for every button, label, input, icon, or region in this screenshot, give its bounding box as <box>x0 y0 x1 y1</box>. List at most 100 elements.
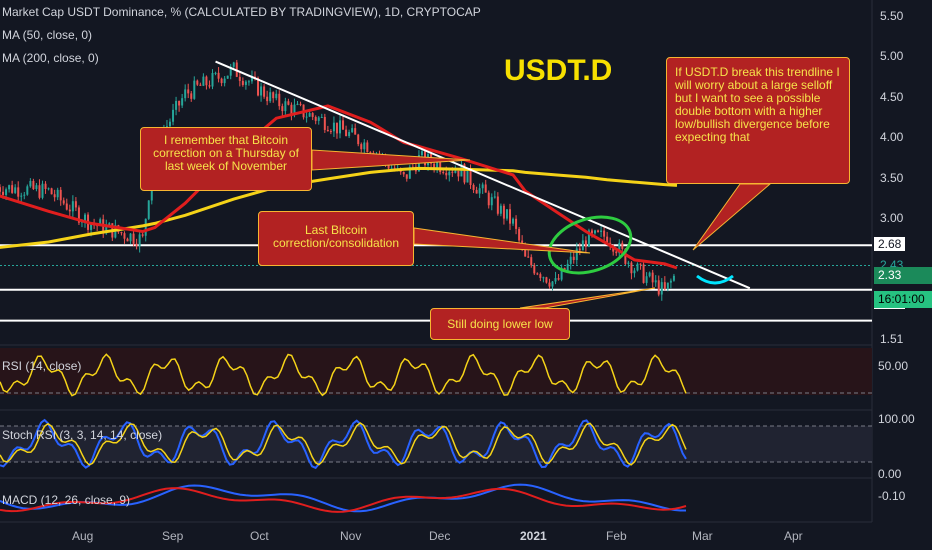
candle-body <box>618 242 621 254</box>
candle-body <box>466 168 469 183</box>
time-tick: Aug <box>72 529 94 543</box>
candle-body <box>147 200 150 219</box>
candle-body <box>65 203 68 210</box>
callout-bitcoin-correction: I remember that Bitcoin correction on a … <box>140 127 312 191</box>
price-tick: 1.51 <box>880 332 904 346</box>
candle-body <box>545 277 548 283</box>
rsi-tick: 50.00 <box>878 359 909 373</box>
candle-body <box>2 191 5 195</box>
time-tick: Apr <box>784 529 803 543</box>
stoch-tick-0: 0.00 <box>878 467 902 481</box>
candle-body <box>196 80 199 85</box>
candle-body <box>29 180 32 187</box>
candle-body <box>627 262 630 264</box>
candle-body <box>478 188 481 194</box>
candle-body <box>314 116 317 121</box>
candle-body <box>11 185 14 193</box>
candle-body <box>229 66 232 76</box>
candle-body <box>433 163 436 169</box>
macd-legend: MACD (12, 26, close, 9) <box>2 493 131 507</box>
candle-body <box>451 171 454 173</box>
candle-body <box>436 162 439 169</box>
candle-body <box>32 180 35 190</box>
candle-body <box>56 189 59 198</box>
candle-body <box>360 144 363 150</box>
candle-body <box>99 219 102 226</box>
candle-body <box>496 196 499 214</box>
candle-body <box>287 101 290 105</box>
candle-body <box>657 280 660 295</box>
candle-body <box>348 132 351 137</box>
candle-body <box>290 104 293 115</box>
macd-line <box>0 483 686 513</box>
price-tick: 2.68 <box>874 237 906 252</box>
candle-body <box>175 100 178 110</box>
candle-body <box>247 81 250 83</box>
candle-body <box>0 187 1 192</box>
candle-body <box>615 251 618 254</box>
candle-body <box>554 278 557 282</box>
candle-body <box>621 242 624 249</box>
pointer-last <box>413 227 591 254</box>
candle-body <box>178 100 181 106</box>
candle-body <box>220 78 223 84</box>
consolidation-ellipse <box>547 215 633 275</box>
candle-body <box>405 174 408 179</box>
rsi-legend: RSI (14, close) <box>2 359 82 373</box>
candle-body <box>71 201 74 212</box>
candle-body <box>187 89 190 94</box>
candle-body <box>323 116 326 130</box>
candle-body <box>363 142 366 150</box>
candle-body <box>633 270 636 274</box>
candle-body <box>205 76 208 86</box>
candle-body <box>408 166 411 179</box>
candle-body <box>59 189 62 201</box>
time-tick: Mar <box>692 529 713 543</box>
candle-body <box>317 117 320 121</box>
candle-body <box>26 186 29 195</box>
candle-body <box>551 281 554 287</box>
candle-body <box>420 151 423 156</box>
rsi-band <box>0 348 872 395</box>
candle-body <box>442 172 445 174</box>
candle-body <box>587 230 590 247</box>
candle-body <box>172 109 175 122</box>
candle-body <box>502 205 505 219</box>
candle-body <box>44 183 47 189</box>
descending-trendline <box>215 60 751 290</box>
candle-body <box>23 194 26 196</box>
candle-body <box>548 282 551 287</box>
candle-body <box>354 128 357 135</box>
candle-body <box>487 192 490 206</box>
candle-body <box>439 162 442 173</box>
candle-body <box>84 214 86 222</box>
candle-body <box>642 264 645 283</box>
candle-body <box>20 195 23 197</box>
callout-lower-low: Still doing lower low <box>430 308 570 340</box>
candle-body <box>645 276 648 283</box>
candle-body <box>345 129 348 137</box>
candle-body <box>311 113 314 117</box>
candle-body <box>560 267 563 280</box>
ma200-legend: MA (200, close, 0) <box>2 51 99 65</box>
candle-body <box>217 72 220 79</box>
candle-body <box>624 248 627 264</box>
candle-body <box>472 184 475 190</box>
candle-body <box>284 101 287 112</box>
candle-body <box>181 98 184 106</box>
candle-body <box>329 131 332 133</box>
candle-body <box>648 272 651 277</box>
candle-body <box>62 200 65 204</box>
price-tick: 3.00 <box>880 211 904 226</box>
candle-body <box>138 234 141 247</box>
candle-body <box>35 185 38 190</box>
candle-body <box>184 89 187 99</box>
candle-body <box>463 164 466 183</box>
candle-body <box>299 103 302 105</box>
candle-body <box>672 275 675 281</box>
candle-body <box>536 273 539 275</box>
time-tick: Sep <box>162 529 184 543</box>
ma50-legend: MA (50, close, 0) <box>2 28 93 42</box>
candle-body <box>603 230 606 237</box>
candle-body <box>597 230 600 232</box>
